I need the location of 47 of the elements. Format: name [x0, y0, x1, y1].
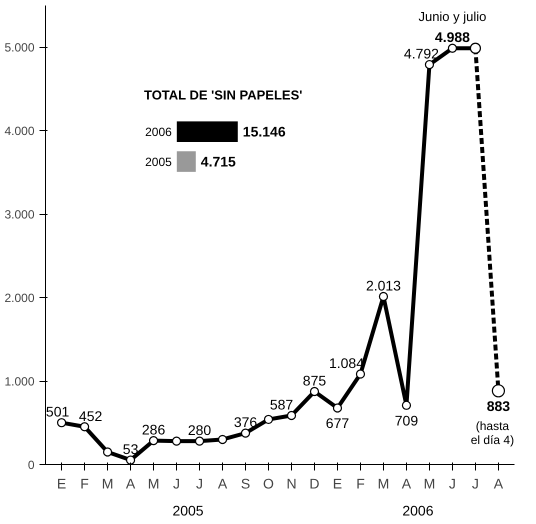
text: 2005: [172, 502, 204, 518]
x-tick-label: J: [196, 476, 204, 492]
x-tick-label: M: [378, 476, 390, 492]
data-label: 376: [234, 414, 258, 430]
data-label: 280: [188, 422, 212, 438]
x-tick-label: F: [80, 476, 89, 492]
data-label: 501: [46, 404, 70, 420]
x-tick-label: N: [286, 476, 297, 492]
x-tick-label: M: [102, 476, 114, 492]
data-label: 53: [122, 441, 139, 458]
x-tick-label: J: [448, 476, 456, 492]
x-tick-label: A: [402, 476, 412, 492]
x-tick-label: S: [240, 476, 250, 492]
data-label: 4.792: [404, 46, 440, 62]
y-tick-label: 1.000: [4, 374, 35, 389]
annotation: (hasta el día 4): [470, 418, 514, 447]
x-tick-label: O: [263, 476, 274, 492]
data-label: 587: [270, 396, 294, 413]
x-tick-label: A: [494, 476, 504, 492]
y-tick-label: 4.000: [4, 124, 35, 138]
x-tick-label: M: [424, 476, 436, 492]
x-tick-label: A: [218, 476, 228, 492]
data-label: 286: [142, 422, 166, 438]
data-label: 875: [302, 372, 326, 388]
data-label: 452: [78, 408, 102, 424]
data-label: 2.013: [366, 278, 402, 294]
text: 2006: [402, 502, 434, 518]
data-label: 15.146: [242, 124, 286, 140]
data-label: 677: [326, 415, 350, 431]
y-tick-label: 2.000: [4, 291, 35, 306]
annotation: Junio y julio: [418, 9, 486, 24]
x-tick-label: M: [148, 476, 160, 492]
x-tick-label: E: [332, 476, 342, 492]
y-tick-label: 3.000: [4, 208, 35, 222]
y-tick-label: 0: [28, 458, 35, 472]
x-tick-label: A: [126, 476, 136, 492]
chart-title: TOTAL DE 'SIN PAPELES': [144, 88, 302, 103]
x-tick-label: F: [356, 476, 365, 492]
data-label: 709: [394, 412, 418, 428]
x-tick-label: E: [56, 476, 66, 492]
x-tick-label: J: [173, 476, 180, 492]
data-label: 4.988: [434, 29, 470, 46]
data-label: 4.715: [200, 154, 236, 170]
x-tick-label: J: [472, 476, 479, 492]
x-tick-label: D: [309, 476, 320, 492]
y-tick-label: 5.000: [4, 40, 35, 55]
data-label: 883: [486, 398, 510, 414]
